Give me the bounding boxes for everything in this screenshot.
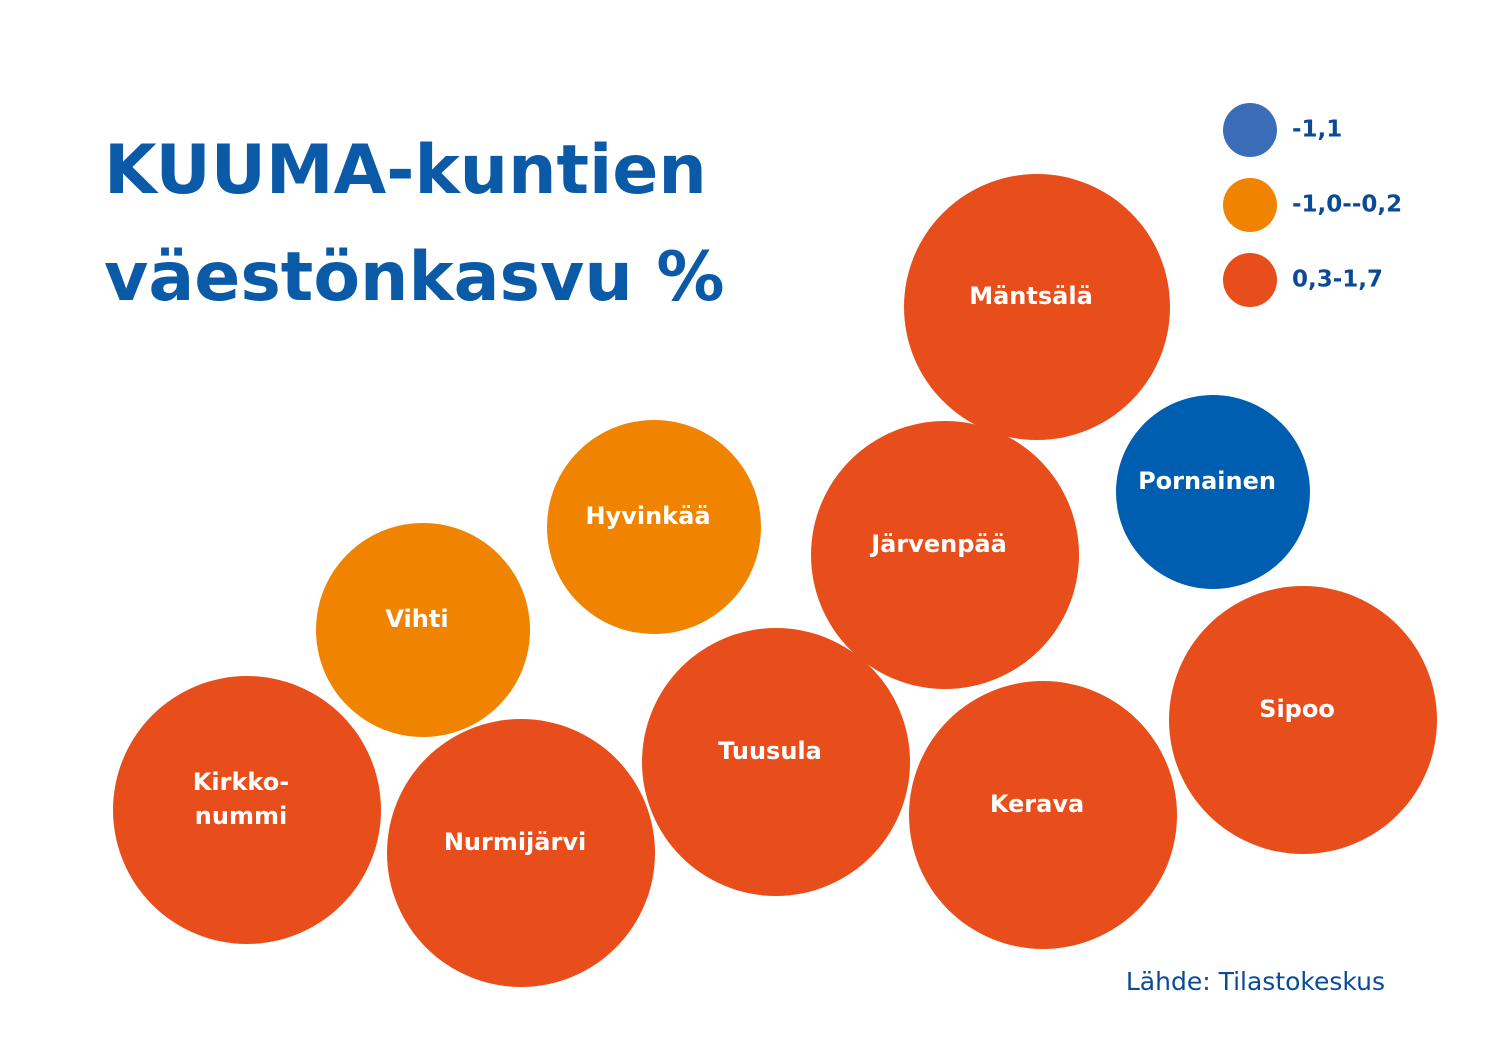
bubble-label: Kirkko-	[193, 768, 289, 796]
bubble-label: Tuusula	[718, 737, 822, 765]
title-line: väestönkasvu %	[104, 238, 725, 317]
bubble-label: Kerava	[990, 790, 1084, 818]
bubble	[1116, 395, 1310, 589]
bubble	[316, 523, 530, 737]
bubble-label: Sipoo	[1259, 695, 1335, 723]
bubble	[642, 628, 910, 896]
bubble-label: Mäntsälä	[969, 282, 1093, 310]
source: Lähde: Tilastokeskus	[1126, 967, 1385, 996]
legend-swatch	[1223, 103, 1277, 157]
legend-label: -1,0--0,2	[1292, 192, 1402, 218]
bubble-label: Hyvinkää	[585, 502, 710, 530]
bubble-label: Pornainen	[1138, 467, 1276, 495]
legend-swatch	[1223, 178, 1277, 232]
bubble	[387, 719, 655, 987]
bubble	[113, 676, 381, 944]
bubble-label: Vihti	[385, 605, 448, 633]
legend-swatch	[1223, 253, 1277, 307]
bubble	[547, 420, 761, 634]
bubble	[1169, 586, 1437, 854]
bubble	[811, 421, 1079, 689]
bubble	[909, 681, 1177, 949]
bubble	[904, 174, 1170, 440]
bubble-label: nummi	[195, 802, 287, 830]
bubble-label: Nurmijärvi	[444, 828, 586, 856]
bubble-label: Järvenpää	[869, 530, 1007, 558]
title-line: KUUMA-kuntien	[104, 131, 707, 210]
legend-label: -1,1	[1292, 117, 1342, 143]
legend-label: 0,3-1,7	[1292, 267, 1383, 293]
